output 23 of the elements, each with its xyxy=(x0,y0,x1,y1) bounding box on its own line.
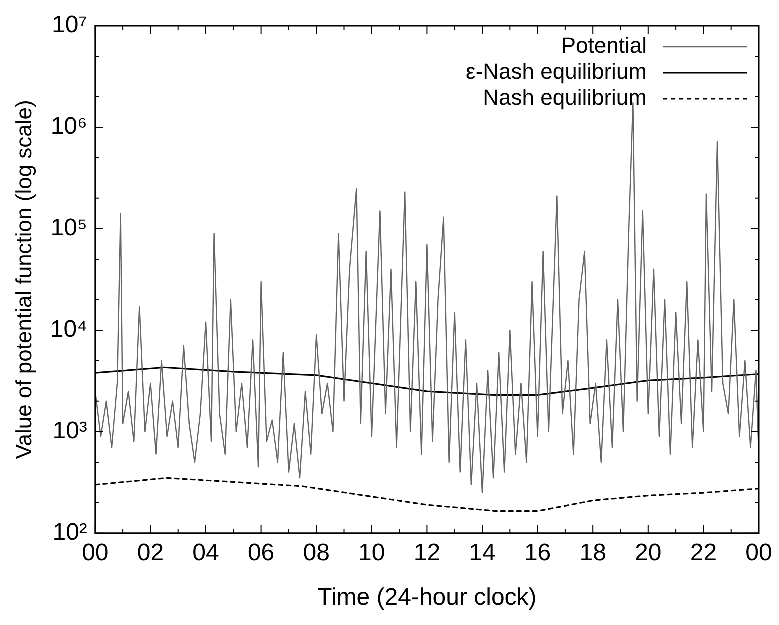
x-tick-label: 10 xyxy=(358,539,386,566)
x-tick-label: 12 xyxy=(414,539,441,566)
legend-label: Potential xyxy=(561,33,647,58)
x-tick-label: 04 xyxy=(192,539,220,566)
x-axis-title: Time (24-hour clock) xyxy=(318,584,537,612)
y-axis-title: Value of potential function (log scale) xyxy=(11,100,36,460)
y-tick-label: 10⁵ xyxy=(50,214,88,242)
y-tick-label: 10⁶ xyxy=(50,113,88,140)
x-tick-label: 18 xyxy=(580,539,606,566)
x-tick-label: 02 xyxy=(137,539,164,566)
legend-label: ε-Nash equilibrium xyxy=(466,59,647,84)
x-tick-label: 00 xyxy=(746,539,772,566)
x-tick-label: 14 xyxy=(469,539,496,566)
x-tick-label: 06 xyxy=(248,539,275,566)
legend-label: Nash equilibrium xyxy=(483,85,647,110)
y-tick-label: 10⁴ xyxy=(50,316,88,344)
x-tick-label: 20 xyxy=(635,539,662,566)
x-tick-label: 00 xyxy=(82,539,109,566)
x-tick-label: 16 xyxy=(524,539,552,566)
x-tick-label: 08 xyxy=(303,539,330,566)
y-tick-label: 10³ xyxy=(52,418,88,445)
x-tick-label: 22 xyxy=(690,539,718,566)
y-tick-label: 10⁷ xyxy=(52,12,88,39)
